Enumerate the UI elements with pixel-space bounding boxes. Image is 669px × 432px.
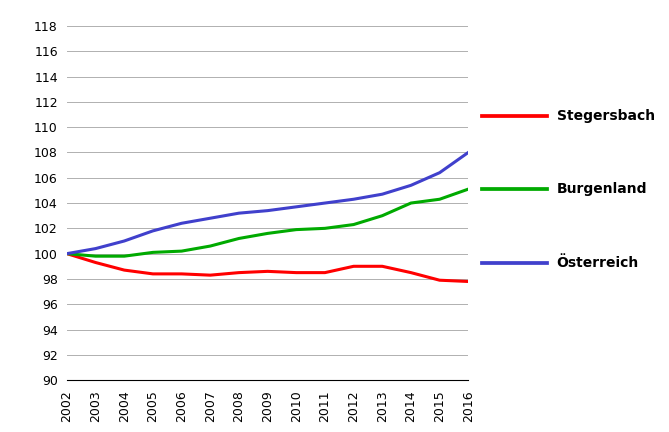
Text: Burgenland: Burgenland	[557, 182, 647, 197]
Text: Stegersbach: Stegersbach	[557, 108, 655, 123]
Text: Österreich: Österreich	[557, 256, 639, 270]
